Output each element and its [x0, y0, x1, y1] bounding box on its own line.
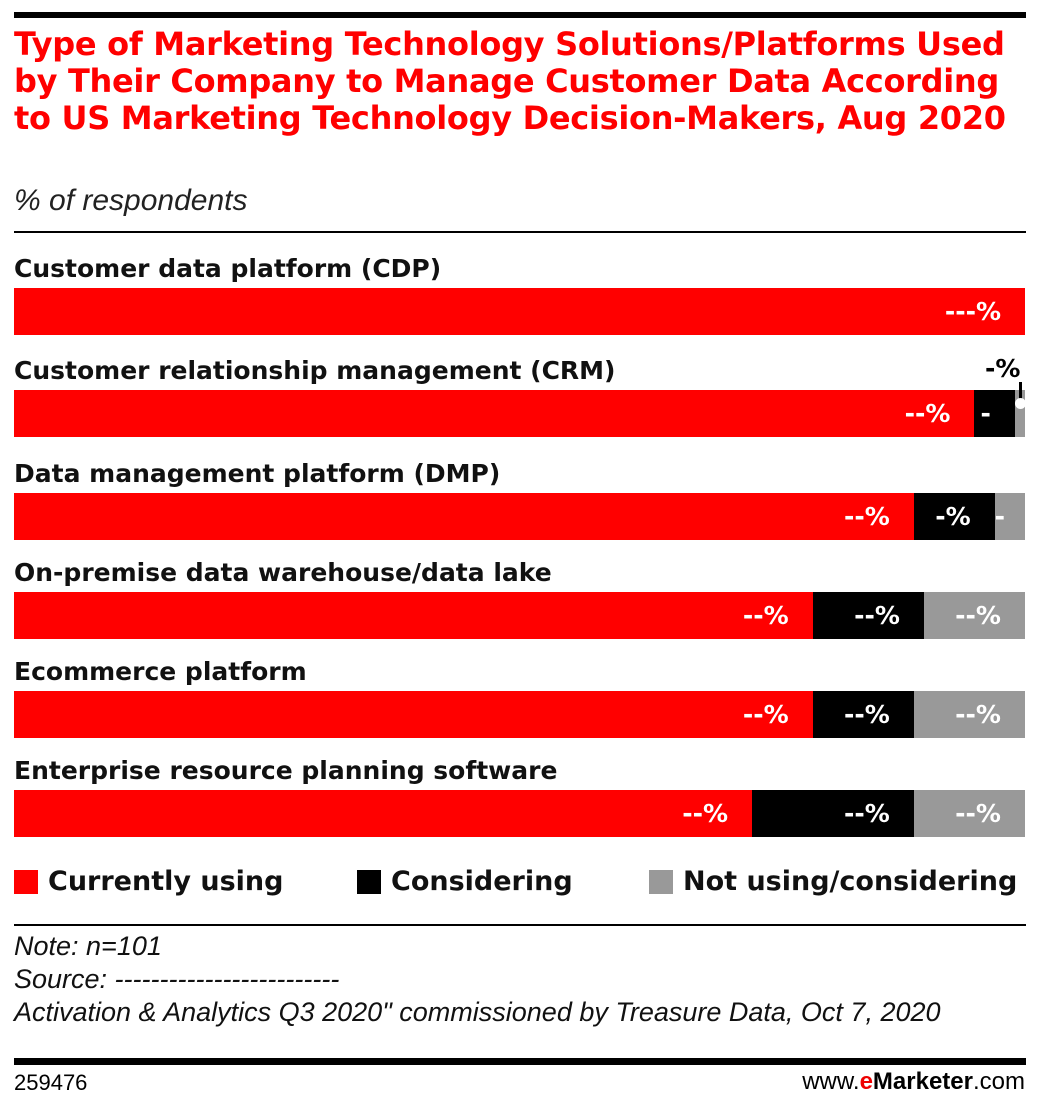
- source: Source: -------------------------: [14, 964, 340, 994]
- bar-segment: [812, 592, 924, 639]
- chart-id: 259476: [14, 1070, 88, 1095]
- category-label: Ecommerce platform: [14, 657, 307, 686]
- data-label: --%: [843, 799, 890, 828]
- bar-segment: [913, 790, 1025, 837]
- legend-item: Currently using: [14, 866, 283, 897]
- data-label: --%: [843, 700, 890, 729]
- legend-swatch: [14, 869, 38, 894]
- bar-segment: [1014, 390, 1025, 437]
- legend-label: Considering: [391, 866, 573, 897]
- brand-logo: www.eMarketer.com: [802, 1068, 1025, 1096]
- data-label: --%: [955, 601, 1001, 630]
- data-label: ---%: [944, 297, 1001, 326]
- data-label: --%: [904, 399, 951, 428]
- data-label: -%: [985, 354, 1021, 383]
- chart-title: Type of Marketing Technology Solutions/P…: [14, 25, 1006, 137]
- bar-segment: [14, 390, 975, 437]
- bar-segment: [913, 691, 1025, 738]
- bar-segment: [974, 390, 1015, 437]
- legend-swatch: [649, 869, 673, 894]
- category-label: Data management platform (DMP): [14, 459, 501, 488]
- brand-suffix: .com: [972, 1068, 1025, 1095]
- top-rule: [14, 12, 1026, 18]
- bar-segment: [14, 288, 1025, 335]
- bar-segment: [14, 790, 753, 837]
- bar-segment: [812, 691, 914, 738]
- category-label: Enterprise resource planning software: [14, 756, 558, 785]
- chart-subtitle: % of respondents: [14, 184, 248, 217]
- footer-rule: [14, 924, 1026, 926]
- category-label: On-premise data warehouse/data lake: [14, 558, 552, 587]
- data-label: --%: [742, 700, 789, 729]
- data-label: --%: [854, 601, 900, 630]
- header-rule: [14, 231, 1026, 233]
- data-label: -%: [935, 502, 971, 531]
- bar-segment: [14, 592, 813, 639]
- legend-swatch: [357, 869, 381, 894]
- bar-segment: [923, 592, 1025, 639]
- leader-line: [1018, 382, 1022, 402]
- data-label: --%: [742, 601, 789, 630]
- category-label: Customer data platform (CDP): [14, 254, 442, 283]
- category-label: Customer relationship management (CRM): [14, 356, 616, 385]
- data-label: -%: [974, 399, 1000, 475]
- source-continued: Activation & Analytics Q3 2020" commissi…: [14, 997, 941, 1027]
- bar-segment: [913, 493, 995, 540]
- bar-segment: [994, 493, 1025, 540]
- bar-segment: [14, 691, 813, 738]
- bar-segment: [14, 493, 914, 540]
- data-label: --%: [682, 799, 729, 828]
- data-label: -%: [994, 502, 1020, 578]
- data-label: --%: [955, 799, 1001, 828]
- data-label: --%: [955, 700, 1001, 729]
- legend-label: Not using/considering: [683, 866, 1018, 897]
- brand-e: e: [859, 1068, 873, 1095]
- data-label: --%: [843, 502, 890, 531]
- legend-item: Not using/considering: [649, 866, 1017, 897]
- leader-dot: [1014, 398, 1026, 409]
- brand-prefix: www.: [802, 1068, 860, 1095]
- brand-name: Marketer: [872, 1068, 973, 1095]
- legend-item: Considering: [357, 866, 573, 897]
- bar-segment: [752, 790, 914, 837]
- legend-label: Currently using: [48, 866, 284, 897]
- note: Note: n=101: [14, 931, 162, 961]
- bottom-rule: [14, 1058, 1026, 1065]
